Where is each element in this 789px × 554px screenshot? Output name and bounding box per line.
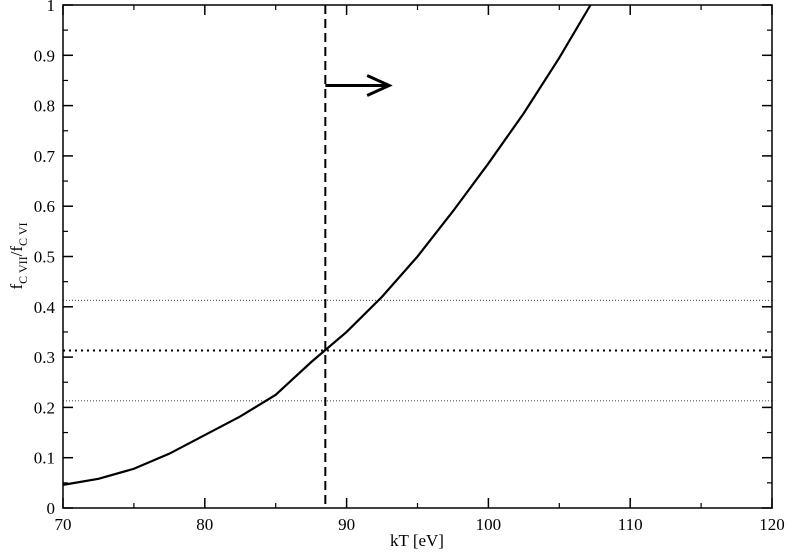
y-label-sub: C VII [16, 256, 30, 283]
x-tick-label: 100 [476, 515, 502, 534]
y-tick-label: 0.3 [34, 348, 55, 367]
x-tick-label: 90 [338, 515, 355, 534]
y-tick-label: 0.9 [34, 46, 55, 65]
y-label-sub: C VI [16, 223, 30, 246]
y-tick-label: 0.8 [34, 97, 55, 116]
arrow-head [366, 74, 393, 97]
x-tick-label: 110 [618, 515, 643, 534]
y-tick-label: 0.5 [34, 248, 55, 267]
x-tick-label: 120 [759, 515, 785, 534]
y-axis-label: fC VII/fC VI [7, 223, 30, 290]
data-line [62, 4, 592, 486]
y-tick-label: 1 [47, 0, 56, 15]
x-tick-label: 70 [55, 515, 72, 534]
y-tick-label: 0.7 [34, 147, 56, 166]
y-label-part: f [7, 283, 26, 289]
y-tick-label: 0 [47, 499, 56, 518]
y-tick-label: 0.4 [34, 298, 56, 317]
y-tick-label: 0.6 [34, 197, 55, 216]
y-label-part: /f [7, 246, 26, 257]
y-tick-label: 0.1 [34, 449, 55, 468]
x-axis-label: kT [eV] [390, 531, 444, 550]
y-tick-label: 0.2 [34, 398, 55, 417]
x-tick-label: 80 [196, 515, 213, 534]
